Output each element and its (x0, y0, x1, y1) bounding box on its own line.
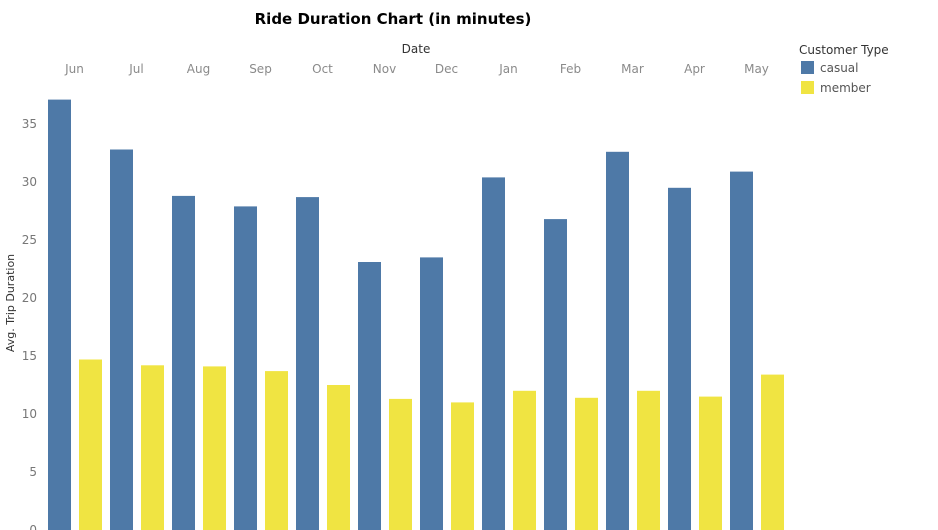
x-tick-label-mar: Mar (621, 62, 644, 76)
y-tick-label-10: 10 (22, 407, 37, 421)
bar-casual-oct[interactable] (296, 197, 319, 530)
bar-member-dec[interactable] (451, 402, 474, 530)
y-axis-tick-labels: 0 5 10 15 20 25 30 35 (22, 117, 37, 530)
y-tick-label-15: 15 (22, 349, 37, 363)
bar-casual-apr[interactable] (668, 187, 691, 530)
legend-label-member: member (820, 81, 871, 95)
y-tick-label-35: 35 (22, 117, 37, 131)
bar-casual-jun[interactable] (48, 99, 71, 530)
legend-swatch-casual (801, 61, 814, 74)
y-tick-label-25: 25 (22, 233, 37, 247)
x-tick-label-aug: Aug (187, 62, 210, 76)
bar-casual-nov[interactable] (358, 262, 381, 530)
x-axis-tick-labels: Jun Jul Aug Sep Oct Nov Dec Jan Feb Mar Apr May (64, 62, 769, 76)
bar-member-feb[interactable] (575, 397, 598, 530)
bar-member-jan[interactable] (513, 390, 536, 530)
x-tick-label-may: May (744, 62, 769, 76)
bar-casual-dec[interactable] (420, 257, 443, 530)
bar-casual-may[interactable] (730, 171, 753, 530)
y-axis-label: Avg. Trip Duration (4, 254, 17, 352)
x-tick-label-jul: Jul (128, 62, 143, 76)
chart-title: Ride Duration Chart (in minutes) (255, 10, 532, 28)
x-tick-label-dec: Dec (435, 62, 458, 76)
bar-casual-mar[interactable] (606, 151, 629, 530)
bar-casual-jan[interactable] (482, 177, 505, 530)
bar-member-jun[interactable] (79, 359, 102, 530)
bar-member-mar[interactable] (637, 390, 660, 530)
x-tick-label-feb: Feb (560, 62, 581, 76)
x-tick-label-sep: Sep (249, 62, 272, 76)
bar-casual-jul[interactable] (110, 149, 133, 530)
bar-member-may[interactable] (761, 374, 784, 530)
bar-casual-feb[interactable] (544, 219, 567, 530)
bar-casual-aug[interactable] (172, 195, 195, 530)
bar-member-jul[interactable] (141, 365, 164, 530)
x-tick-label-jun: Jun (64, 62, 84, 76)
x-tick-label-oct: Oct (312, 62, 333, 76)
legend: Customer Type casual member (799, 43, 889, 95)
bar-member-aug[interactable] (203, 366, 226, 530)
y-tick-label-30: 30 (22, 175, 37, 189)
column-header-date: Date (402, 42, 431, 56)
x-tick-label-jan: Jan (498, 62, 518, 76)
bar-casual-sep[interactable] (234, 206, 257, 530)
y-tick-label-20: 20 (22, 291, 37, 305)
x-tick-label-apr: Apr (684, 62, 705, 76)
legend-label-casual: casual (820, 61, 859, 75)
bar-member-sep[interactable] (265, 371, 288, 530)
y-tick-label-5: 5 (29, 465, 37, 479)
legend-title: Customer Type (799, 43, 889, 57)
y-tick-label-0: 0 (29, 523, 37, 530)
legend-swatch-member (801, 81, 814, 94)
bar-member-oct[interactable] (327, 385, 350, 530)
bar-member-apr[interactable] (699, 396, 722, 530)
bar-member-nov[interactable] (389, 398, 412, 530)
bars (48, 99, 784, 530)
x-tick-label-nov: Nov (373, 62, 396, 76)
